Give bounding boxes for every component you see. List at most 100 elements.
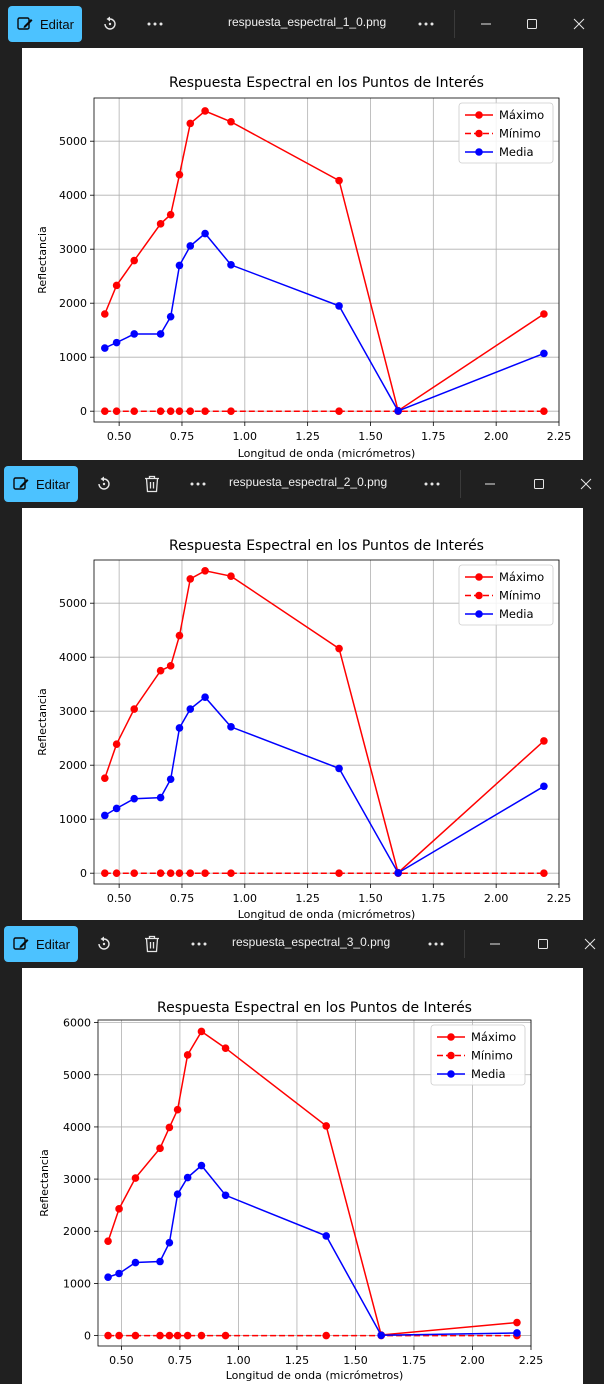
spectral-chart: 0.50 0.75 1.00 1.25 1.50 1.75 2.00 2.25 0 1000 200… bbox=[36, 75, 571, 460]
maximize-icon[interactable] bbox=[520, 12, 544, 36]
data-point bbox=[186, 869, 195, 877]
data-point bbox=[335, 764, 343, 773]
minimize-icon[interactable] bbox=[478, 472, 502, 496]
legend-label: Media bbox=[499, 607, 534, 621]
data-point bbox=[131, 1174, 140, 1182]
image-viewer-window-1: Editar respuesta_espectral_1_0.png 0.50 0… bbox=[0, 0, 604, 460]
data-point bbox=[156, 407, 165, 416]
data-point bbox=[186, 119, 195, 128]
x-tick-label: 1.00 bbox=[226, 1354, 251, 1367]
data-point bbox=[115, 1205, 123, 1213]
y-tick-label: 2000 bbox=[59, 297, 87, 310]
edit-button[interactable]: Editar bbox=[8, 6, 82, 42]
x-tick-label: 2.00 bbox=[460, 1354, 485, 1367]
series-line bbox=[107, 1030, 518, 1336]
legend-label: Máximo bbox=[499, 108, 544, 122]
maximize-icon[interactable] bbox=[531, 932, 555, 956]
data-point bbox=[156, 793, 165, 802]
data-point bbox=[197, 1027, 206, 1036]
close-icon[interactable] bbox=[567, 12, 591, 36]
maximize-icon[interactable] bbox=[527, 472, 551, 496]
y-tick-label: 0 bbox=[80, 867, 87, 880]
data-point bbox=[186, 575, 195, 583]
x-tick-label: 0.75 bbox=[168, 1354, 193, 1367]
x-tick-label: 0.50 bbox=[109, 1354, 133, 1367]
series-line bbox=[104, 696, 545, 874]
x-tick-label: 1.25 bbox=[285, 1354, 310, 1367]
data-point bbox=[165, 1331, 174, 1340]
plot-frame bbox=[93, 97, 560, 423]
y-tick-label: 5000 bbox=[59, 597, 87, 610]
data-point bbox=[221, 1044, 230, 1052]
minimize-icon[interactable] bbox=[483, 932, 507, 956]
data-point bbox=[115, 1331, 123, 1340]
data-point bbox=[175, 631, 184, 640]
more-icon[interactable] bbox=[143, 12, 167, 36]
y-tick-label: 3000 bbox=[59, 243, 87, 256]
x-tick-label: 2.25 bbox=[519, 1354, 544, 1367]
edit-label: Editar bbox=[40, 16, 74, 32]
data-point bbox=[221, 1191, 230, 1200]
spectral-chart: 0.50 0.75 1.00 1.25 1.50 1.75 2.00 2.25 0 1000 200… bbox=[36, 538, 571, 920]
legend-label: Máximo bbox=[499, 570, 544, 584]
rotate-icon[interactable] bbox=[98, 12, 122, 36]
close-icon[interactable] bbox=[578, 932, 602, 956]
delete-icon[interactable] bbox=[140, 472, 164, 496]
data-point bbox=[201, 869, 209, 877]
data-point bbox=[130, 256, 139, 265]
data-point bbox=[175, 261, 184, 270]
data-point bbox=[166, 210, 175, 219]
legend-marker bbox=[475, 111, 483, 119]
data-point bbox=[513, 1318, 521, 1327]
data-point bbox=[130, 794, 139, 803]
y-tick-label: 1000 bbox=[59, 813, 87, 826]
data-point bbox=[130, 705, 139, 713]
more-icon[interactable] bbox=[186, 472, 210, 496]
more-icon[interactable] bbox=[424, 932, 448, 956]
x-tick-label: 0.50 bbox=[107, 430, 132, 443]
data-point bbox=[227, 869, 235, 877]
y-tick-label: 4000 bbox=[63, 1121, 91, 1134]
legend-label: Mínimo bbox=[499, 589, 541, 603]
minimize-icon[interactable] bbox=[474, 12, 498, 36]
data-point bbox=[101, 310, 109, 318]
data-point bbox=[166, 869, 175, 877]
x-tick-label: 1.50 bbox=[358, 430, 383, 443]
data-point bbox=[130, 407, 139, 416]
edit-label: Editar bbox=[36, 936, 70, 952]
x-tick-label: 0.75 bbox=[170, 430, 195, 443]
data-point bbox=[175, 869, 184, 877]
rotate-icon[interactable] bbox=[92, 472, 116, 496]
close-icon[interactable] bbox=[574, 472, 598, 496]
data-point bbox=[394, 407, 402, 415]
data-point bbox=[322, 1122, 331, 1130]
data-point bbox=[175, 170, 184, 179]
edit-button[interactable]: Editar bbox=[4, 926, 78, 962]
data-point bbox=[101, 344, 109, 352]
more-icon[interactable] bbox=[414, 12, 438, 36]
data-point bbox=[335, 176, 343, 185]
rotate-icon[interactable] bbox=[92, 932, 116, 956]
data-point bbox=[201, 229, 209, 238]
data-point bbox=[104, 1331, 112, 1340]
more-icon[interactable] bbox=[187, 932, 211, 956]
edit-button[interactable]: Editar bbox=[4, 466, 78, 502]
x-axis-label: Longitud de onda (micrómetros) bbox=[226, 1369, 404, 1382]
more-icon[interactable] bbox=[420, 472, 444, 496]
image-canvas: 0.50 0.75 1.00 1.25 1.50 1.75 2.00 2.25 0 1000 200… bbox=[22, 48, 583, 460]
y-axis-label: Reflectancia bbox=[36, 688, 49, 756]
data-point bbox=[227, 407, 235, 416]
x-tick-label: 0.75 bbox=[170, 892, 195, 905]
legend-box bbox=[458, 102, 554, 164]
delete-icon[interactable] bbox=[140, 932, 164, 956]
data-point bbox=[165, 1238, 174, 1247]
plot-frame bbox=[97, 1019, 532, 1347]
data-point bbox=[335, 644, 343, 653]
data-point bbox=[156, 220, 165, 228]
edit-icon bbox=[13, 477, 29, 490]
x-tick-label: 1.75 bbox=[402, 1354, 427, 1367]
legend-box bbox=[458, 564, 554, 626]
data-point bbox=[101, 407, 109, 416]
data-point bbox=[175, 407, 184, 416]
y-tick-label: 1000 bbox=[59, 351, 87, 364]
